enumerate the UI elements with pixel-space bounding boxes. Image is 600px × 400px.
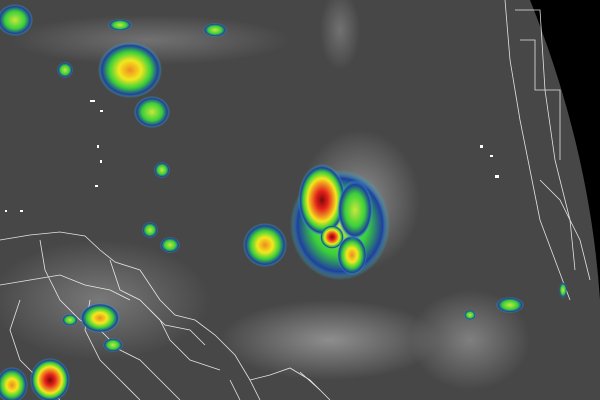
low-clouds [0,0,530,390]
islands [5,100,499,212]
tropical-cyclone [290,164,390,280]
convective-clusters [0,4,567,400]
space [530,0,600,300]
